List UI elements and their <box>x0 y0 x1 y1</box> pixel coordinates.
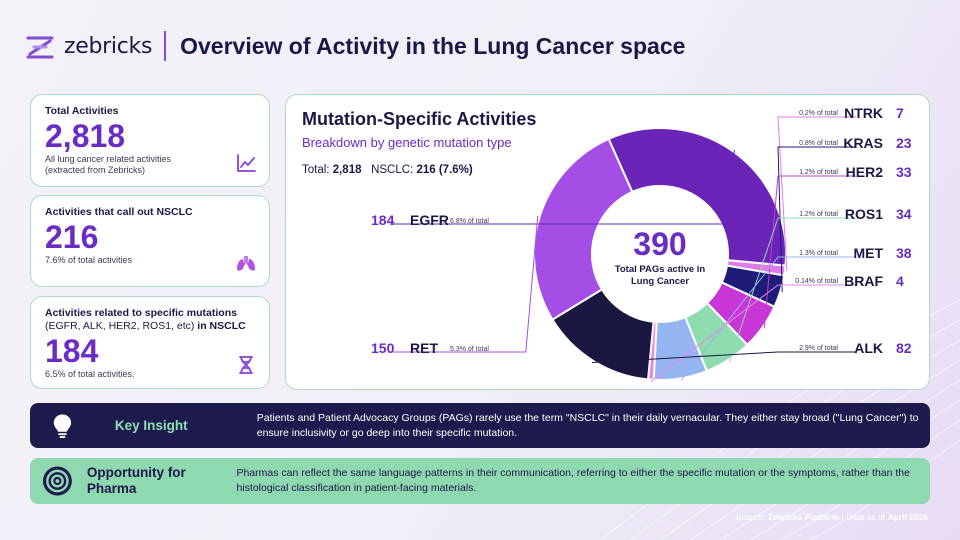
slice-name-label: MET <box>853 245 883 261</box>
donut-center-value: 390 <box>633 226 686 262</box>
leader-line-ros1 <box>728 217 856 362</box>
card-desc-line1: 7.6% of total activities <box>45 254 133 265</box>
slice-name-label: NTRK <box>844 105 883 121</box>
key-insight-bar: Key Insight Patients and Patient Advocac… <box>30 403 930 448</box>
nsclc-label: NSCLC: <box>371 164 414 176</box>
slice-label-ntrk: 0.2% of total NTRK 7 <box>799 105 904 121</box>
slice-count-label: 4 <box>896 273 904 289</box>
mutation-activities-card: Activities related to specific mutations… <box>30 296 270 389</box>
slice-label-met: 1.3% of total MET 38 <box>799 245 912 261</box>
slice-pct-label: 0.8% of total <box>799 140 838 147</box>
slice-pct-label: 0.14% of total <box>795 278 838 285</box>
slice-pct-label: 1.2% of total <box>799 169 838 176</box>
card-value: 2,818 <box>45 118 126 155</box>
slice-name-label: KRAS <box>843 135 883 151</box>
slice-pct-label: 6.8% of total <box>450 218 489 225</box>
header: zebricks Overview of Activity in the Lun… <box>24 26 685 66</box>
slice-label-kras: 0.8% of total KRAS 23 <box>799 135 912 151</box>
mutation-panel: Mutation-Specific Activities Breakdown b… <box>285 94 930 390</box>
slice-name-label: ALK <box>854 340 883 356</box>
slice-label-egfr: 184 EGFR 6.8% of total <box>371 212 489 228</box>
slice-pct-label: 2.9% of total <box>799 345 838 352</box>
brand-name: zebricks <box>64 33 153 59</box>
slice-name-label: HER2 <box>846 164 884 180</box>
panel-subtitle: Breakdown by genetic mutation type <box>302 135 512 150</box>
lightbulb-icon <box>53 413 72 438</box>
slice-name-label: ROS1 <box>845 206 883 222</box>
panel-title: Mutation-Specific Activities <box>302 109 537 129</box>
leader-line-alk <box>592 351 856 363</box>
source-platform: Zebricks Platform <box>767 512 840 522</box>
donut-center-line2: Lung Cancer <box>631 276 689 287</box>
slice-pct-label: 0.2% of total <box>799 110 838 117</box>
donut-center-line1: Total PAGs active in <box>615 264 706 275</box>
slice-name-label: EGFR <box>410 212 449 228</box>
slice-count-label: 150 <box>371 340 395 356</box>
slice-label-braf: 0.14% of total BRAF 4 <box>795 273 904 289</box>
donut-slice-ret <box>533 137 634 321</box>
slice-label-alk: 2.9% of total ALK 82 <box>799 340 912 356</box>
opportunity-bar: Opportunity for Pharma Pharmas can refle… <box>30 458 930 504</box>
total-activities-card: Total Activities 2,818 All lung cancer r… <box>30 94 270 187</box>
card-label-sub: (EGFR, ALK, HER2, ROS1, etc) <box>45 320 195 333</box>
slice-count-label: 184 <box>371 212 395 228</box>
lungs-icon <box>237 256 255 271</box>
source-note: Source: Zebricks Platform | Data as of A… <box>736 512 928 522</box>
opportunity-title: Opportunity for Pharma <box>86 465 186 496</box>
leader-line-her2 <box>763 175 856 329</box>
card-desc-line2: (extracted from Zebricks) <box>45 165 146 176</box>
brand-logo[interactable]: zebricks <box>24 33 152 59</box>
opportunity-text: Pharmas can reflect the same language pa… <box>236 467 910 494</box>
leader-line-ret <box>390 215 539 353</box>
page-title: Overview of Activity in the Lung Cancer … <box>180 32 686 59</box>
card-value: 184 <box>45 333 99 370</box>
leader-line-egfr <box>390 149 736 225</box>
slice-count-label: 82 <box>896 340 912 356</box>
slice-count-label: 23 <box>896 135 912 151</box>
source-mid: | Data as of <box>839 512 888 522</box>
panel-totals: Total: 2,818 NSCLC: 216 (7.6%) <box>302 164 473 176</box>
line-chart-icon <box>237 154 256 172</box>
slice-count-label: 38 <box>896 245 912 261</box>
leader-line-braf <box>650 284 856 383</box>
card-desc-line1: 6.5% of total activities. <box>45 368 135 379</box>
key-insight-title: Key Insight <box>114 418 188 433</box>
card-label: Total Activities <box>45 105 119 117</box>
slice-count-label: 7 <box>896 105 904 121</box>
card-label-sub-bold: in NSCLC <box>194 320 246 333</box>
slice-name-label: BRAF <box>844 273 883 289</box>
slice-label-ret: 150 RET 5.3% of total <box>371 340 489 356</box>
source-prefix: Source: <box>735 512 768 522</box>
leader-line-ntrk <box>777 116 856 271</box>
slice-name-label: RET <box>410 340 438 356</box>
slice-pct-label: 1.2% of total <box>799 211 838 218</box>
target-icon <box>42 466 72 496</box>
source-date: April 2026 <box>887 512 928 522</box>
slice-count-label: 33 <box>896 164 912 180</box>
leader-line-kras <box>777 146 856 293</box>
nsclc-activities-card: Activities that call out NSCLC 216 7.6% … <box>30 195 270 287</box>
nsclc-value: 216 (7.6%) <box>416 164 473 176</box>
total-value: 2,818 <box>332 164 362 176</box>
key-insight-text: Patients and Patient Advocacy Groups (PA… <box>256 411 919 439</box>
card-desc-line1: All lung cancer related activities <box>45 153 172 164</box>
card-label: Activities related to specific mutations… <box>45 307 255 333</box>
card-value: 216 <box>45 219 99 256</box>
leader-line-met <box>680 256 856 381</box>
slice-pct-label: 1.3% of total <box>799 250 838 257</box>
header-divider <box>164 31 167 61</box>
slice-label-her2: 1.2% of total HER2 33 <box>799 164 912 180</box>
total-label: Total: <box>302 164 330 176</box>
slice-label-ros1: 1.2% of total ROS1 34 <box>799 206 912 222</box>
card-label-main: Activities related to specific mutations <box>45 307 237 319</box>
slice-pct-label: 5.3% of total <box>450 346 489 353</box>
zebricks-logo-icon <box>26 36 54 59</box>
slice-count-label: 34 <box>896 206 912 222</box>
card-label: Activities that call out NSCLC <box>45 206 193 218</box>
dna-icon <box>239 356 253 374</box>
